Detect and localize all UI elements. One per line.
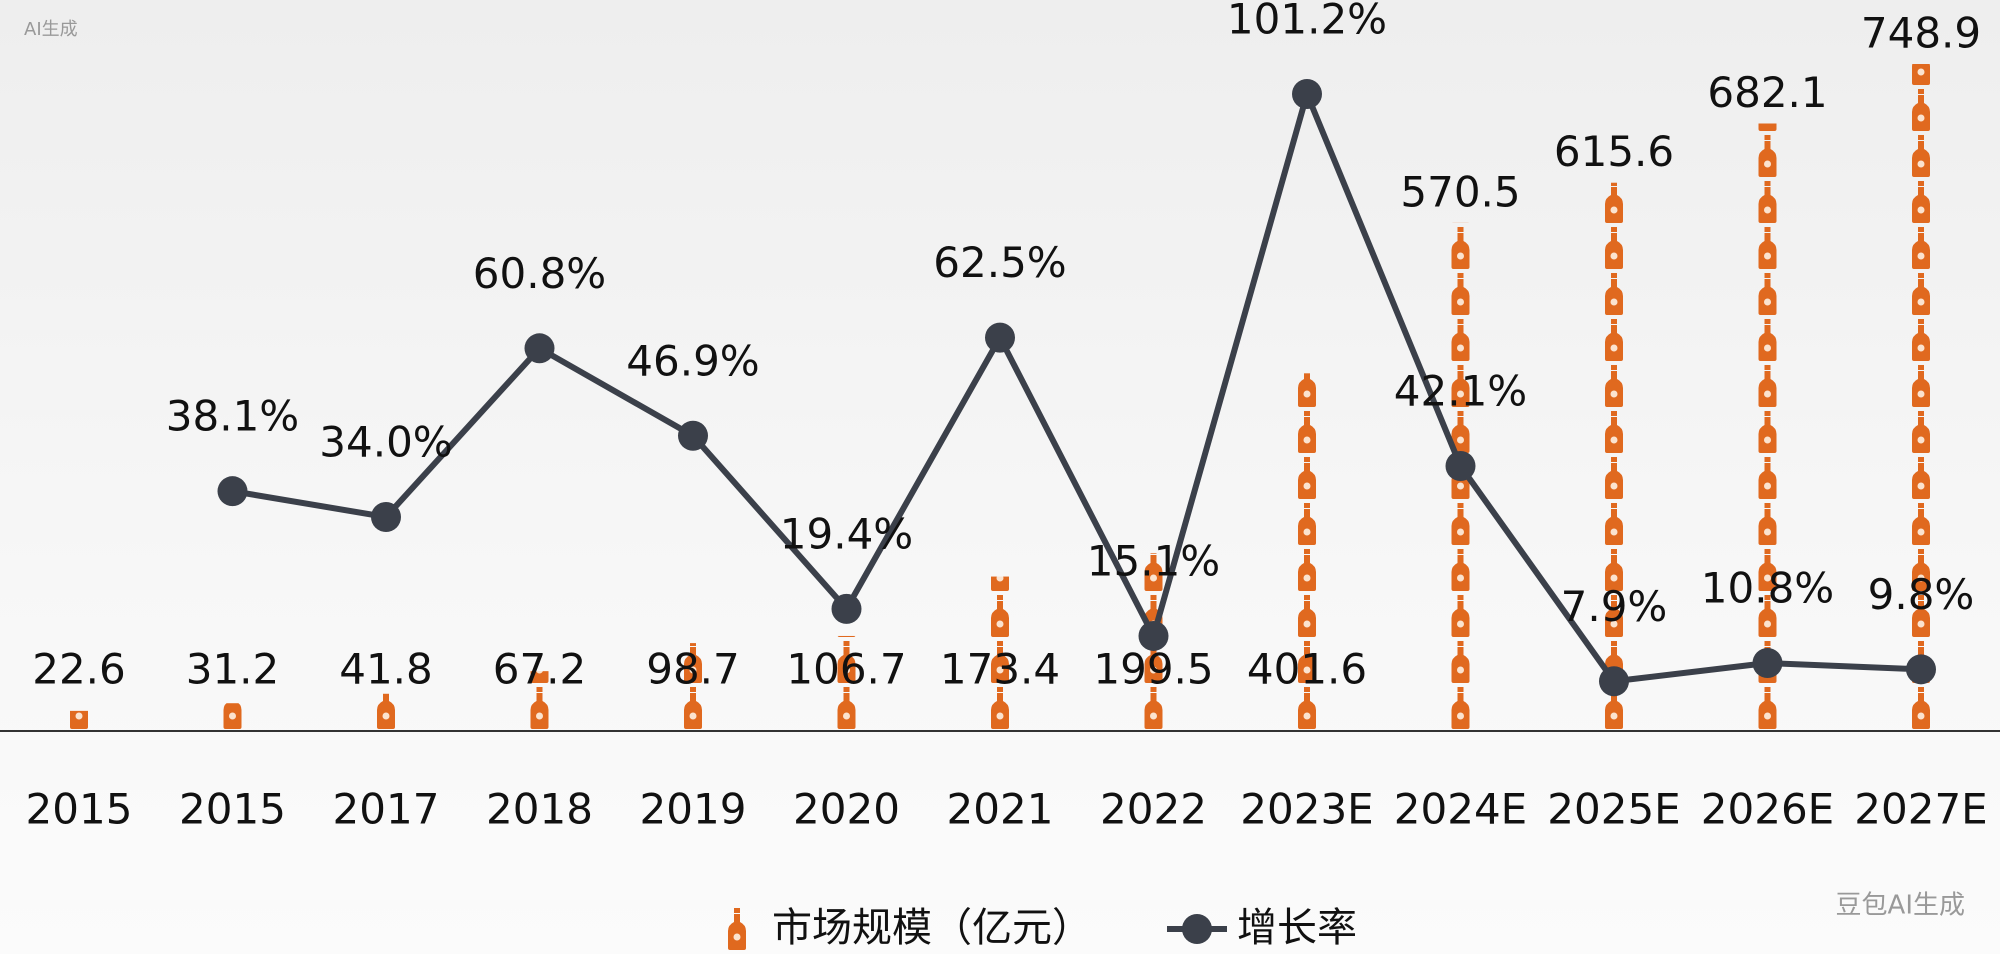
data-label: 748.9 bbox=[1861, 9, 1981, 58]
data-label: 401.6 bbox=[1247, 645, 1367, 694]
data-label: 98.7 bbox=[646, 645, 740, 694]
bar bbox=[376, 693, 396, 731]
x-tick-label: 2015 bbox=[26, 785, 133, 834]
x-tick-label: 2024E bbox=[1394, 785, 1527, 834]
bar bbox=[1297, 373, 1317, 731]
point bbox=[1599, 666, 1629, 697]
watermark: 豆包AI生成 bbox=[1836, 891, 1965, 921]
x-tick-label: 2018 bbox=[486, 785, 593, 834]
data-label: 10.8% bbox=[1701, 564, 1834, 613]
bottle-label bbox=[733, 933, 741, 941]
data-label: 38.1% bbox=[166, 392, 299, 441]
point bbox=[371, 501, 401, 532]
bar bbox=[990, 576, 1010, 731]
bar bbox=[683, 643, 703, 731]
data-label: 62.5% bbox=[933, 238, 1066, 287]
x-tick-label: 2019 bbox=[640, 785, 747, 834]
bar bbox=[222, 703, 243, 731]
point bbox=[217, 476, 248, 507]
bottle-body bbox=[728, 914, 746, 950]
x-tick-label: 2015 bbox=[179, 785, 286, 834]
data-label: 46.9% bbox=[626, 336, 759, 385]
x-tick-label: 2021 bbox=[947, 785, 1054, 834]
line bbox=[232, 91, 1922, 685]
bar bbox=[529, 671, 550, 731]
data-label: 570.5 bbox=[1400, 167, 1520, 216]
legend-label: 增长率 bbox=[1237, 905, 1357, 951]
data-label: 31.2 bbox=[186, 645, 280, 694]
data-label: 173.4 bbox=[940, 645, 1060, 694]
bar bbox=[1911, 64, 1931, 731]
x-tick-label: 2026E bbox=[1701, 785, 1834, 834]
data-label: 34.0% bbox=[319, 417, 452, 466]
x-tick-label: 2027E bbox=[1854, 785, 1987, 834]
x-tick-label: 2023E bbox=[1240, 785, 1373, 834]
point bbox=[1445, 451, 1476, 482]
data-label: 15.1% bbox=[1087, 536, 1220, 585]
point bbox=[831, 593, 862, 624]
data-label: 19.4% bbox=[780, 509, 913, 558]
data-label: 60.8% bbox=[473, 249, 606, 298]
point bbox=[678, 420, 708, 451]
bar bbox=[1604, 182, 1624, 731]
point bbox=[1292, 79, 1322, 109]
data-label: 22.6 bbox=[32, 645, 126, 694]
legend-icon bbox=[1182, 914, 1212, 944]
bottle-cap bbox=[734, 908, 740, 913]
data-label: 106.7 bbox=[786, 645, 906, 694]
data-label: 67.2 bbox=[493, 645, 587, 694]
data-label: 101.2% bbox=[1227, 0, 1387, 44]
watermark: AI生成 bbox=[24, 19, 78, 40]
data-label: 682.1 bbox=[1707, 68, 1827, 117]
bar bbox=[69, 710, 89, 731]
x-tick-label: 2017 bbox=[333, 785, 440, 834]
data-label: 42.1% bbox=[1394, 367, 1527, 416]
point bbox=[985, 322, 1015, 353]
x-tick-label: 2022 bbox=[1100, 785, 1207, 834]
data-label: 7.9% bbox=[1561, 582, 1668, 631]
data-label: 615.6 bbox=[1554, 127, 1674, 176]
bar bbox=[836, 635, 857, 731]
data-label: 9.8% bbox=[1868, 570, 1975, 619]
legend-label: 市场规模（亿元） bbox=[772, 905, 1092, 951]
data-label: 41.8 bbox=[339, 645, 433, 694]
point bbox=[1138, 620, 1169, 651]
x-tick-label: 2025E bbox=[1547, 785, 1680, 834]
legend-icon bbox=[728, 908, 746, 950]
x-tick-label: 2020 bbox=[793, 785, 900, 834]
point bbox=[1906, 654, 1936, 685]
point bbox=[524, 333, 555, 364]
point bbox=[1752, 648, 1783, 679]
data-label: 199.5 bbox=[1093, 645, 1213, 694]
bar bbox=[1757, 123, 1778, 731]
